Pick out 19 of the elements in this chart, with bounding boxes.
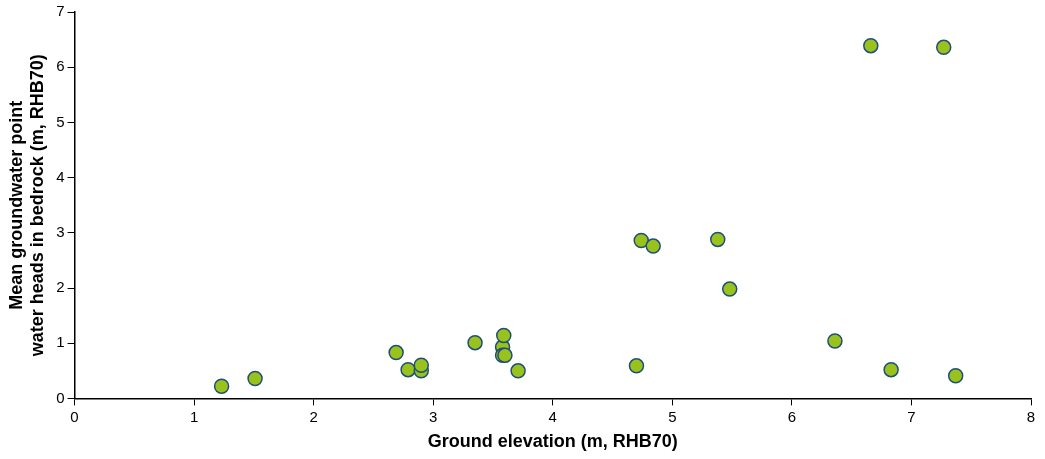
y-tick-label: 4 [56,167,65,185]
x-tick-label: 4 [548,407,557,425]
y-tick-label: 3 [56,222,65,240]
x-tick-label: 5 [668,407,677,425]
x-tick-label: 8 [1026,407,1036,425]
y-tick-label: 5 [56,112,65,130]
x-tick-label: 7 [907,407,916,425]
y-tick-label: 6 [56,57,65,75]
y-tick-label: 7 [56,2,65,20]
x-tick-label: 3 [429,407,438,425]
x-axis-title: Ground elevation (m, RHB70) [427,431,678,452]
x-tick-label: 2 [309,407,318,425]
x-tick-label: 1 [189,407,199,425]
x-tick-label: 0 [70,407,79,425]
y-tick-label: 1 [56,333,65,351]
y-axis-title: Mean groundwater point water heads in bedrock (m, RHB70) [5,54,48,358]
y-tick-label: 2 [56,278,65,296]
x-tick-label: 6 [787,407,797,425]
y-tick-label: 0 [56,388,65,406]
